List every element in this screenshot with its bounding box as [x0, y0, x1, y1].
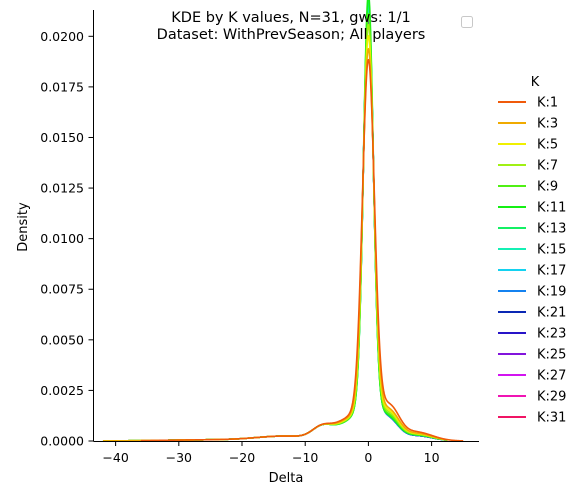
legend-label: K:3 [537, 117, 558, 132]
series-line-k-3 [102, 47, 448, 442]
series-line-k-15 [102, 4, 448, 442]
series-line-k-31 [102, 19, 448, 442]
series-line-k-1 [140, 58, 464, 442]
legend-label: K:15 [537, 243, 566, 258]
legend-label: K:25 [537, 348, 566, 363]
x-tick-label: 0 [364, 450, 372, 465]
legend-label: K:5 [537, 138, 558, 153]
legend-label: K:27 [537, 369, 566, 384]
y-tick-label: 0.0025 [40, 383, 84, 398]
series-lines [102, 0, 464, 442]
x-tick-label: −40 [102, 450, 128, 465]
y-tick-label: 0.0125 [40, 181, 84, 196]
series-line-k-11 [102, 0, 448, 442]
chart-subtitle: Dataset: WithPrevSeason; All players [157, 27, 426, 43]
x-tick-label: −10 [292, 450, 318, 465]
y-tick-label: 0.0150 [40, 130, 84, 145]
series-line-k-17 [102, 6, 448, 442]
legend: K K:1 K:3 K:5 K:7 K:9 K:11 K:13 K:15 K:17 K:19 K:2… [498, 75, 566, 426]
y-tick-label: 0.0100 [40, 231, 84, 246]
y-axis-label: Density [16, 202, 31, 252]
plot-area: −40 −30 −20 −10 0 10 0.0000 0.0025 0.0050 0.0075… [40, 0, 479, 465]
legend-label: K:9 [537, 180, 558, 195]
x-axis-label: Delta [269, 471, 304, 486]
legend-label: K:31 [537, 411, 566, 426]
legend-label: K:21 [537, 306, 566, 321]
y-tick-label: 0.0075 [40, 282, 84, 297]
empty-legend-box [461, 16, 473, 28]
series-line-k-25 [102, 15, 448, 442]
legend-label: K:13 [537, 222, 566, 237]
legend-label: K:19 [537, 285, 566, 300]
x-tick-label: −30 [166, 450, 192, 465]
x-tick-label: −20 [229, 450, 255, 465]
series-line-k-5 [102, 34, 448, 442]
legend-title: K [531, 75, 540, 90]
legend-label: K:23 [537, 327, 566, 342]
legend-label: K:1 [537, 96, 558, 111]
series-line-k-27 [102, 17, 448, 442]
series-line-k-19 [102, 8, 448, 442]
series-line-k-7 [102, 23, 448, 442]
y-tick-label: 0.0200 [40, 29, 84, 44]
legend-label: K:11 [537, 201, 566, 216]
legend-label: K:29 [537, 390, 566, 405]
series-line-k-9 [102, 12, 448, 442]
y-tick-label: 0.0175 [40, 79, 84, 94]
x-ticks: −40 −30 −20 −10 0 10 [102, 441, 440, 465]
series-line-k-23 [102, 12, 448, 442]
series-line-k-21 [102, 10, 448, 442]
chart-title: KDE by K values, N=31, gws: 1/1 [171, 10, 410, 26]
legend-label: K:17 [537, 264, 566, 279]
series-line-k-13 [102, 0, 448, 442]
y-tick-label: 0.0000 [40, 434, 84, 449]
x-tick-label: 10 [424, 450, 440, 465]
series-line-k-29 [102, 19, 448, 442]
legend-label: K:7 [537, 159, 558, 174]
y-ticks: 0.0000 0.0025 0.0050 0.0075 0.0100 0.0125 0.01… [40, 29, 94, 449]
y-tick-label: 0.0050 [40, 332, 84, 347]
